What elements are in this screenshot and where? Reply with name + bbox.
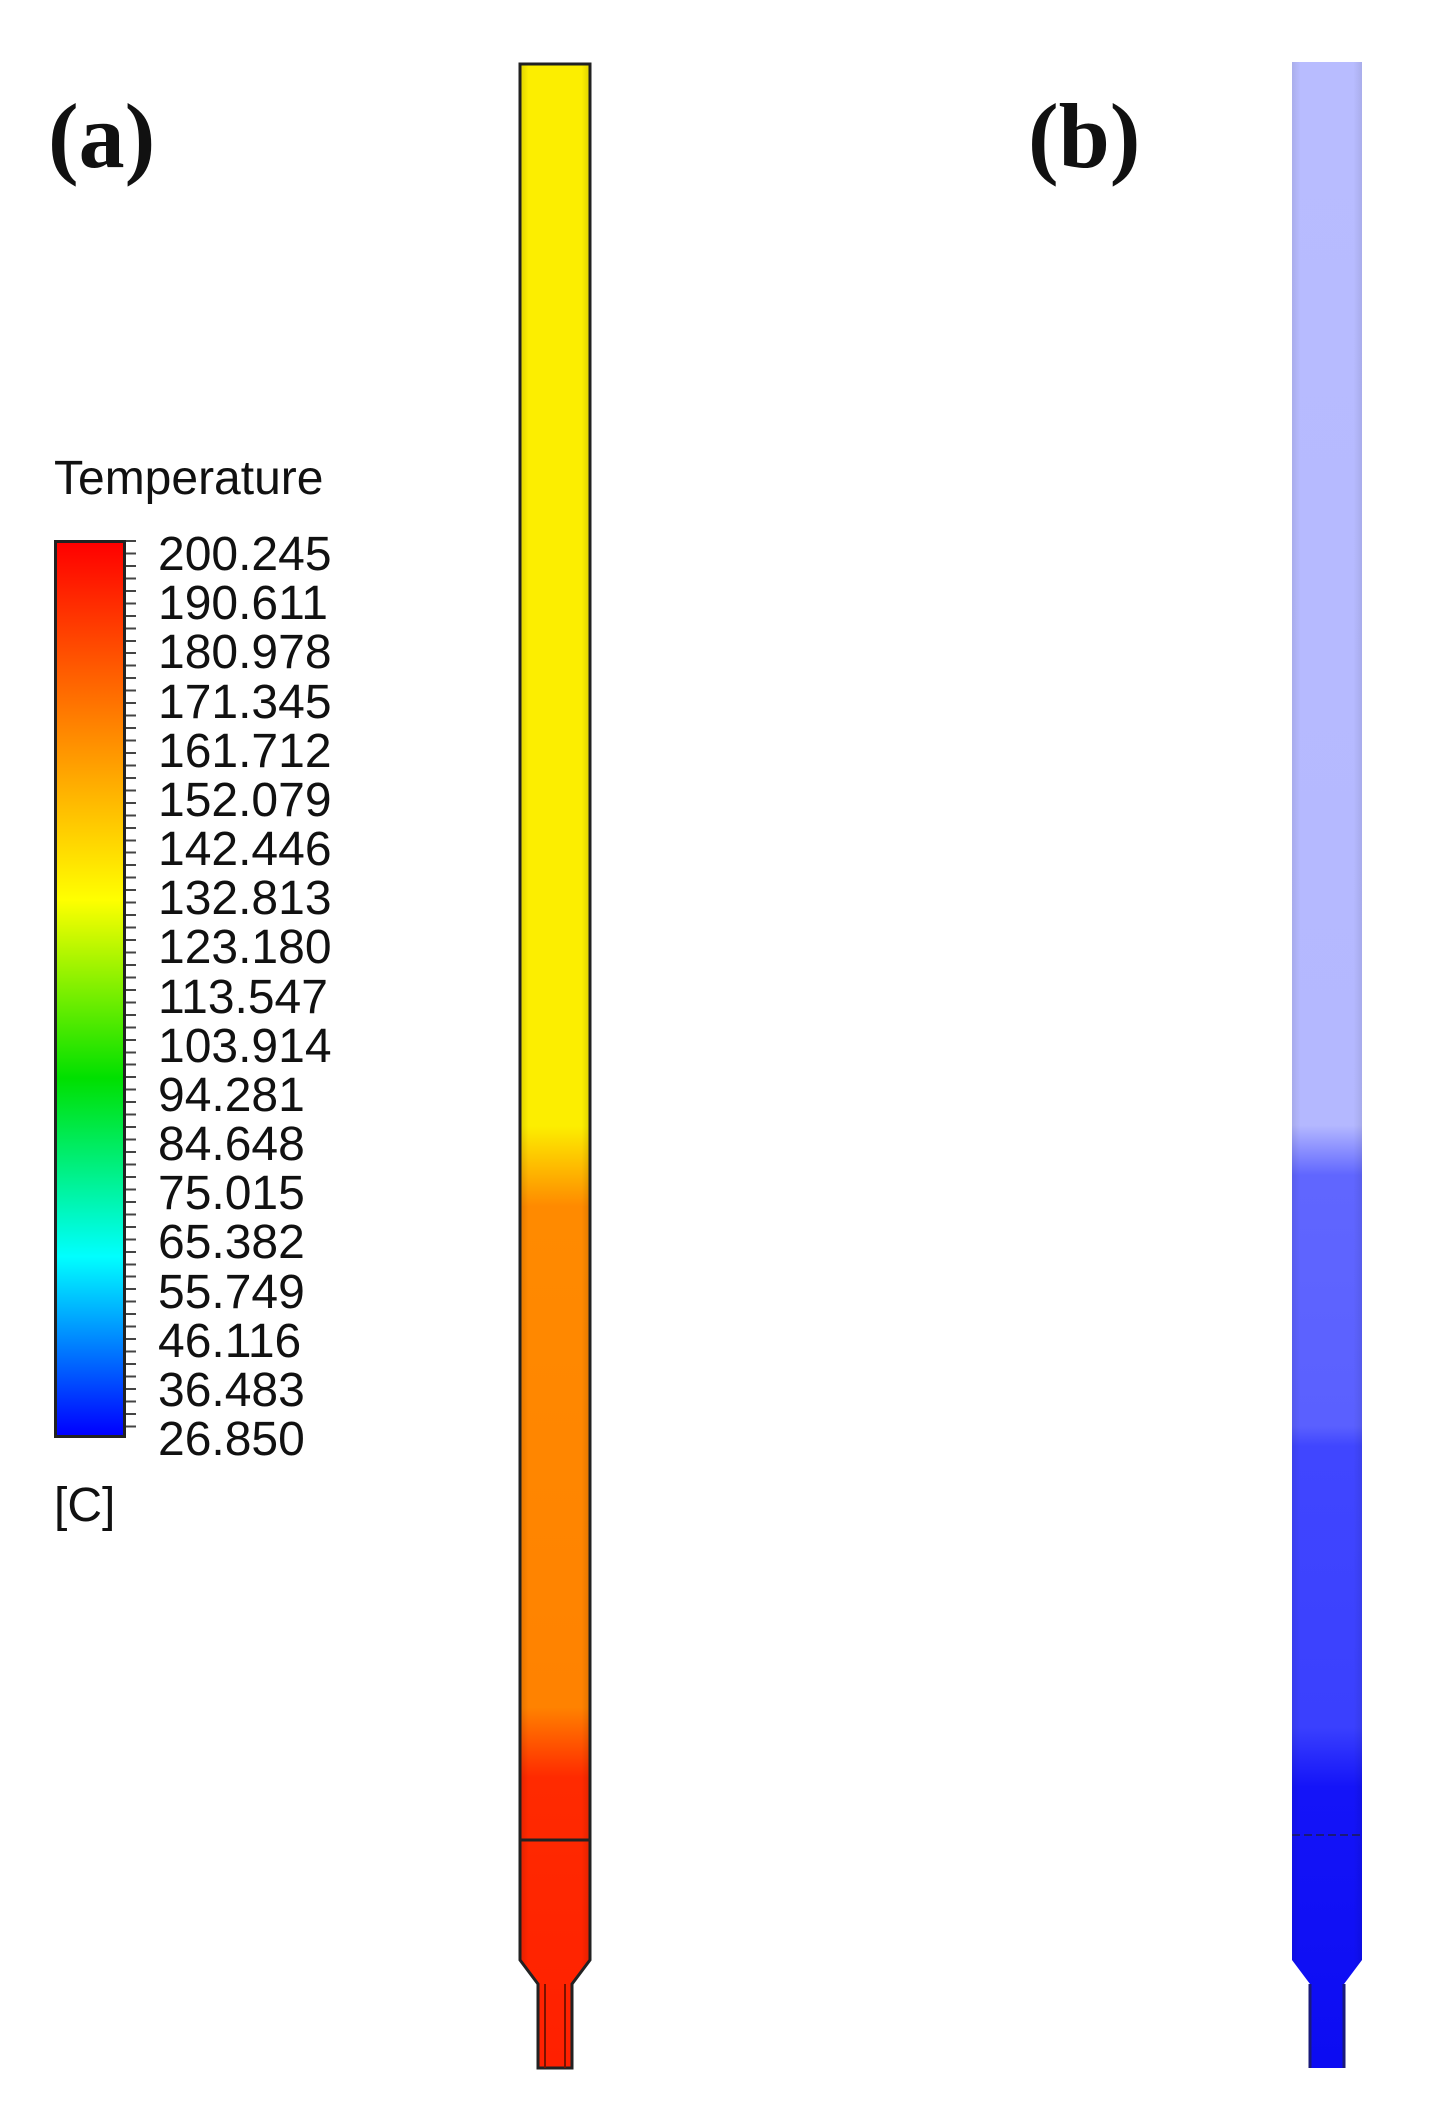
legend-value: 36.483: [158, 1363, 305, 1417]
legend-value: 46.116: [158, 1314, 302, 1368]
legend-value: 75.015: [158, 1167, 305, 1221]
legend-unit: [C]: [54, 1479, 116, 1532]
legend-tick-marks: [126, 540, 136, 1438]
legend-value: 190.611: [158, 577, 328, 631]
legend-value: 55.749: [158, 1265, 305, 1319]
legend-value: 200.245: [158, 528, 332, 581]
legend-value: 161.712: [158, 724, 332, 778]
legend-value: 152.079: [158, 773, 332, 827]
legend-value: 180.978: [158, 626, 332, 680]
legend-value: 113.547: [158, 970, 328, 1024]
legend-value: 171.345: [158, 675, 332, 729]
panel-label-a: (a): [48, 85, 156, 187]
legend-value: 94.281: [158, 1068, 305, 1122]
legend-value: 65.382: [158, 1216, 305, 1270]
legend-value: 103.914: [158, 1019, 332, 1073]
legend-value: 132.813: [158, 872, 332, 926]
temperature-contour-a: [518, 62, 592, 2070]
legend-value: 142.446: [158, 823, 332, 876]
legend-color-bar: [54, 540, 126, 1438]
legend-value: 26.850: [158, 1413, 305, 1466]
legend-value: 84.648: [158, 1118, 305, 1171]
legend-title: Temperature: [54, 452, 324, 505]
contour-b: [1292, 62, 1362, 2068]
panel-label-b: (b): [1028, 85, 1141, 187]
legend-value: 123.180: [158, 921, 332, 975]
